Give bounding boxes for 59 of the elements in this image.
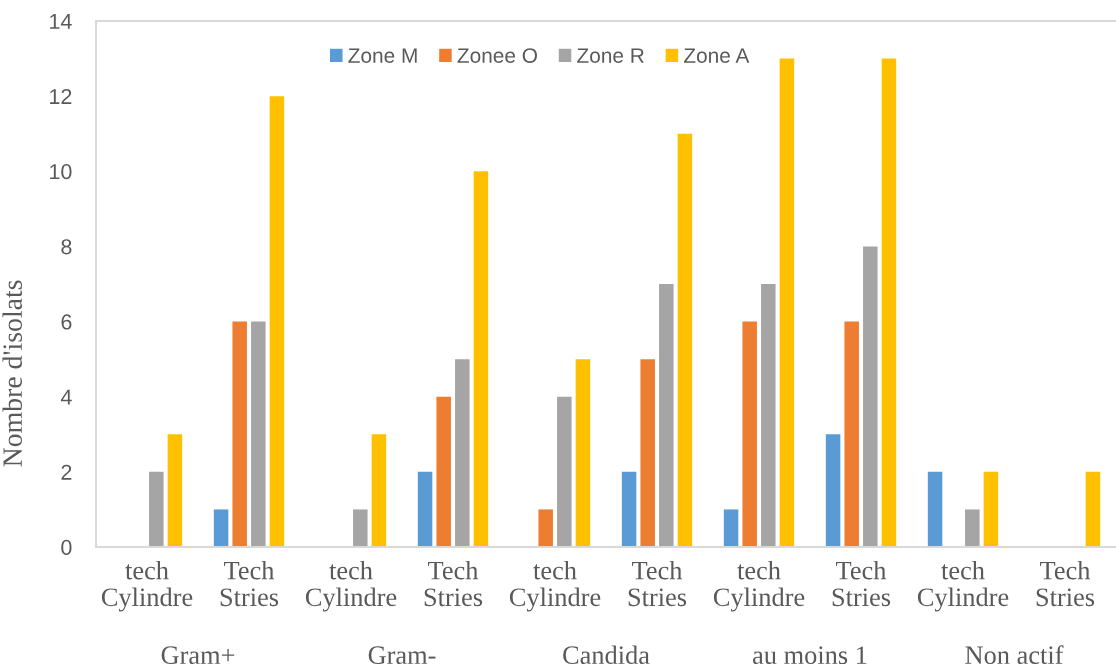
legend-label: Zone A — [684, 48, 750, 63]
bar — [983, 471, 999, 547]
x-tick-label: Tech Stries — [220, 560, 279, 607]
bar — [779, 58, 795, 547]
x-tick-label: Tech Stries — [1036, 560, 1095, 607]
bar — [927, 471, 943, 547]
x-tick-label: tech Cylindre — [101, 560, 193, 612]
bar — [232, 321, 247, 547]
legend-label: Zone M — [348, 48, 417, 63]
text: au moins 1 — [753, 646, 867, 665]
text: Candida — [563, 645, 650, 665]
y-tick-label: 10 — [50, 164, 72, 180]
y-tick-label: 8 — [61, 239, 72, 255]
x-tick-label: Tech Stries — [832, 560, 891, 607]
bar — [538, 509, 553, 547]
bar — [149, 471, 164, 547]
bar — [436, 396, 451, 547]
y-tick-label: 14 — [50, 13, 72, 29]
text: Gram- — [368, 646, 436, 665]
x-tick-label: Tech Stries — [424, 560, 483, 607]
y-tick-label: 4 — [60, 389, 72, 405]
y-tick-label: 2 — [61, 464, 72, 480]
bar — [353, 509, 368, 547]
bar — [742, 321, 757, 547]
y-axis-title: Nombre d'isolats — [2, 280, 23, 467]
bar — [825, 434, 841, 547]
bar — [371, 434, 387, 547]
bar — [621, 471, 637, 547]
bar — [455, 359, 470, 547]
y-tick-label: 12 — [50, 88, 72, 104]
bar — [1085, 471, 1101, 547]
y-tick-label: 6 — [61, 314, 72, 330]
legend-label: Zonee O — [457, 48, 537, 63]
bar — [167, 434, 183, 547]
legend-label: Zone R — [577, 48, 644, 63]
bar — [881, 58, 897, 547]
bar — [659, 284, 674, 547]
bar — [213, 509, 229, 547]
x-tick-label: tech Cylindre — [509, 560, 601, 612]
x-tick-label: tech Cylindre — [917, 560, 1009, 612]
bar — [965, 509, 980, 547]
text: Gram+ — [161, 646, 235, 665]
text: Non actif — [965, 645, 1064, 665]
bar — [473, 171, 489, 547]
x-tick-label: tech Cylindre — [305, 560, 397, 612]
x-tick-label: Tech Stries — [628, 560, 687, 607]
bar — [417, 471, 433, 547]
y-tick-label: 0 — [61, 539, 72, 556]
bar — [269, 96, 285, 547]
x-tick-label: tech Cylindre — [713, 560, 805, 612]
bar — [677, 133, 693, 547]
bar — [640, 359, 655, 547]
bar — [761, 284, 776, 547]
bar — [557, 396, 572, 547]
bar — [723, 509, 739, 547]
bar — [844, 321, 859, 547]
bar — [575, 359, 591, 547]
bar — [251, 321, 266, 547]
bar — [863, 246, 878, 547]
